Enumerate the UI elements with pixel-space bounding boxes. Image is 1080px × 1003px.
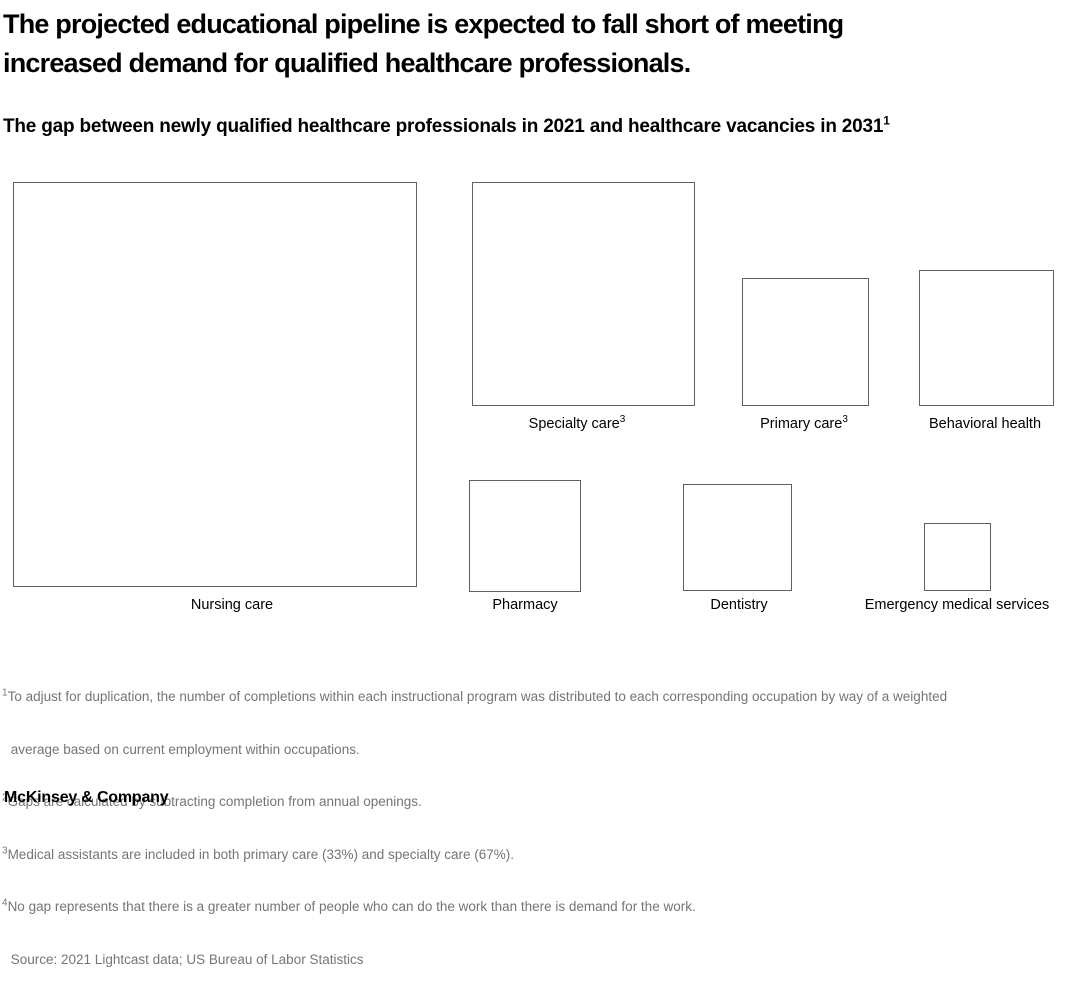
- chart-subtitle: The gap between newly qualified healthca…: [3, 113, 890, 138]
- square-specialty-care: [472, 182, 695, 406]
- footnote-4: 4No gap represents that there is a great…: [2, 898, 947, 916]
- label-nursing-care: Nursing care: [190, 597, 274, 613]
- footnote-2-text: Gaps are calculated by subtracting compl…: [7, 794, 422, 809]
- chart-subtitle-text: The gap between newly qualified healthca…: [3, 116, 884, 137]
- footnote-1-continued: average based on current employment with…: [2, 741, 947, 759]
- source-line-text: Source: 2021 Lightcast data; US Bureau o…: [7, 951, 364, 967]
- label-specialty-care: Specialty care3: [528, 414, 626, 432]
- square-dentistry: [683, 484, 792, 591]
- footnote-1-continued-text: average based on current employment with…: [7, 741, 360, 757]
- footnote-1: 1To adjust for duplication, the number o…: [2, 688, 947, 706]
- chart-canvas: Nursing care Specialty care3 Primary care3…: [13, 182, 1054, 613]
- footnote-2-marker: 2: [2, 792, 8, 804]
- footnote-3: 3Medical assistants are included in both…: [2, 846, 947, 864]
- footnote-1-text: To adjust for duplication, the number of…: [7, 689, 948, 704]
- label-pharmacy: Pharmacy: [492, 597, 558, 613]
- footnote-3-text: Medical assistants are included in both …: [7, 846, 515, 862]
- footnotes: 1To adjust for duplication, the number o…: [2, 653, 947, 1003]
- square-primary-care: [742, 278, 869, 406]
- label-primary-care: Primary care3: [760, 414, 848, 432]
- label-specialty-care-footnote-marker: 3: [619, 414, 626, 426]
- page-title: The projected educational pipeline is ex…: [3, 5, 844, 83]
- label-primary-care-footnote-marker: 3: [842, 414, 848, 426]
- square-nursing-care: [13, 182, 417, 587]
- footnote-2: 2Gaps are calculated by subtracting comp…: [2, 793, 947, 811]
- chart-subtitle-footnote-marker: 1: [883, 113, 890, 128]
- footnote-4-text: No gap represents that there is a greate…: [7, 899, 696, 914]
- label-emergency-medical-services: Emergency medical services: [864, 597, 1050, 613]
- exhibit-page: The projected educational pipeline is ex…: [2, 5, 1054, 967]
- square-behavioral-health: [919, 270, 1054, 406]
- label-dentistry: Dentistry: [710, 597, 768, 613]
- square-pharmacy: [469, 480, 581, 592]
- source-line: Source: 2021 Lightcast data; US Bureau o…: [2, 951, 947, 969]
- page-title-line1: The projected educational pipeline is ex…: [3, 9, 844, 39]
- footnote-1-marker: 1: [2, 687, 8, 699]
- mckinsey-company-logo: McKinsey & Company: [4, 789, 169, 806]
- square-emergency-medical-services: [924, 523, 991, 591]
- page-title-line2: increased demand for qualified healthcar…: [3, 48, 691, 78]
- label-behavioral-health: Behavioral health: [928, 416, 1042, 432]
